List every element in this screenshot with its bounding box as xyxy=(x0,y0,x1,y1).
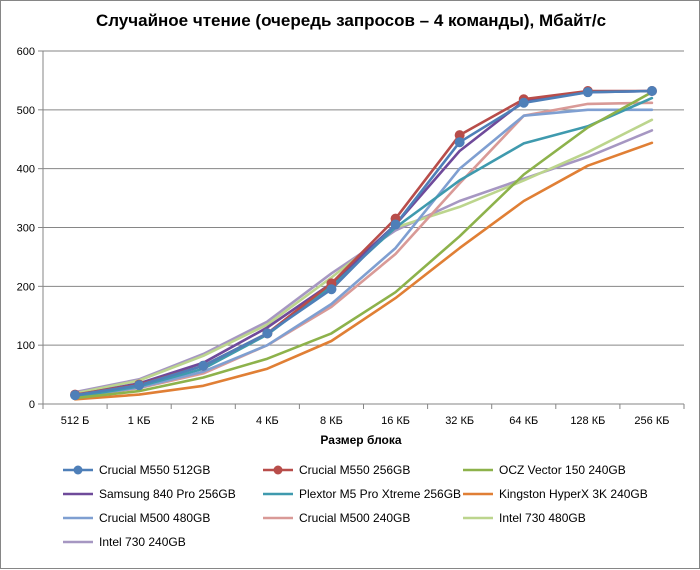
legend-label: Crucial M550 256GB xyxy=(299,463,411,477)
series-line xyxy=(73,90,654,400)
legend-label: Intel 730 240GB xyxy=(99,535,186,549)
x-tick-label: 64 КБ xyxy=(509,415,538,427)
legend-swatch xyxy=(463,492,493,496)
legend-item: Plextor M5 Pro Xtreme 256GB xyxy=(261,486,461,502)
x-tick-label: 16 КБ xyxy=(381,415,410,427)
data-point xyxy=(134,380,145,391)
data-point xyxy=(646,86,657,97)
y-tick-label: 600 xyxy=(17,46,35,58)
data-point xyxy=(454,137,465,148)
legend-item: Intel 730 480GB xyxy=(461,510,586,526)
legend-swatch xyxy=(63,516,93,520)
legend-swatch xyxy=(63,465,93,475)
y-tick-label: 200 xyxy=(17,281,35,293)
legend-label: Kingston HyperX 3K 240GB xyxy=(499,487,648,501)
y-tick-label: 500 xyxy=(17,105,35,117)
legend-swatch xyxy=(263,516,293,520)
legend-swatch xyxy=(263,492,293,496)
x-tick-label: 4 КБ xyxy=(256,415,279,427)
legend-swatch xyxy=(63,492,93,496)
x-tick-label: 32 КБ xyxy=(445,415,474,427)
x-axis-label: Размер блока xyxy=(320,433,402,447)
x-tick-label: 256 КБ xyxy=(634,415,669,427)
y-tick-label: 300 xyxy=(17,223,35,235)
legend-item: Crucial M500 480GB xyxy=(61,510,210,526)
data-point xyxy=(262,328,273,339)
legend-label: Plextor M5 Pro Xtreme 256GB xyxy=(299,487,462,501)
legend-label: Crucial M500 480GB xyxy=(99,511,211,525)
legend-swatch xyxy=(463,516,493,520)
legend-item: Crucial M550 512GB xyxy=(61,462,210,478)
y-tick-label: 0 xyxy=(29,399,35,411)
legend-item: Intel 730 240GB xyxy=(61,534,186,550)
legend-label: Crucial M550 512GB xyxy=(99,463,211,477)
legend-swatch xyxy=(463,468,493,472)
x-tick-label: 128 КБ xyxy=(570,415,605,427)
x-tick-label: 512 Б xyxy=(61,415,90,427)
y-tick-label: 400 xyxy=(17,164,35,176)
legend-item: Kingston HyperX 3K 240GB xyxy=(461,486,648,502)
legend-swatch xyxy=(63,540,93,544)
data-point xyxy=(70,390,81,401)
y-tick-label: 100 xyxy=(17,340,35,352)
legend-swatch xyxy=(263,465,293,475)
data-point xyxy=(390,219,401,230)
series-line xyxy=(73,141,654,401)
legend-item: Crucial M500 240GB xyxy=(261,510,410,526)
data-point xyxy=(518,97,529,108)
chart-title: Случайное чтение (очередь запросов – 4 к… xyxy=(95,11,607,30)
data-point xyxy=(326,284,337,295)
data-point xyxy=(198,360,209,371)
series-line xyxy=(73,108,654,399)
legend-item: Samsung 840 Pro 256GB xyxy=(61,486,236,502)
data-point xyxy=(582,87,593,98)
legend-item: Crucial M550 256GB xyxy=(261,462,410,478)
legend-label: Samsung 840 Pro 256GB xyxy=(99,487,236,501)
x-tick-label: 2 КБ xyxy=(192,415,215,427)
series-line xyxy=(73,89,654,397)
legend-label: OCZ Vector 150 240GB xyxy=(499,463,626,477)
legend-item: OCZ Vector 150 240GB xyxy=(461,462,626,478)
x-tick-label: 8 КБ xyxy=(320,415,343,427)
x-tick-label: 1 КБ xyxy=(128,415,151,427)
legend-label: Intel 730 480GB xyxy=(499,511,586,525)
legend-label: Crucial M500 240GB xyxy=(299,511,411,525)
